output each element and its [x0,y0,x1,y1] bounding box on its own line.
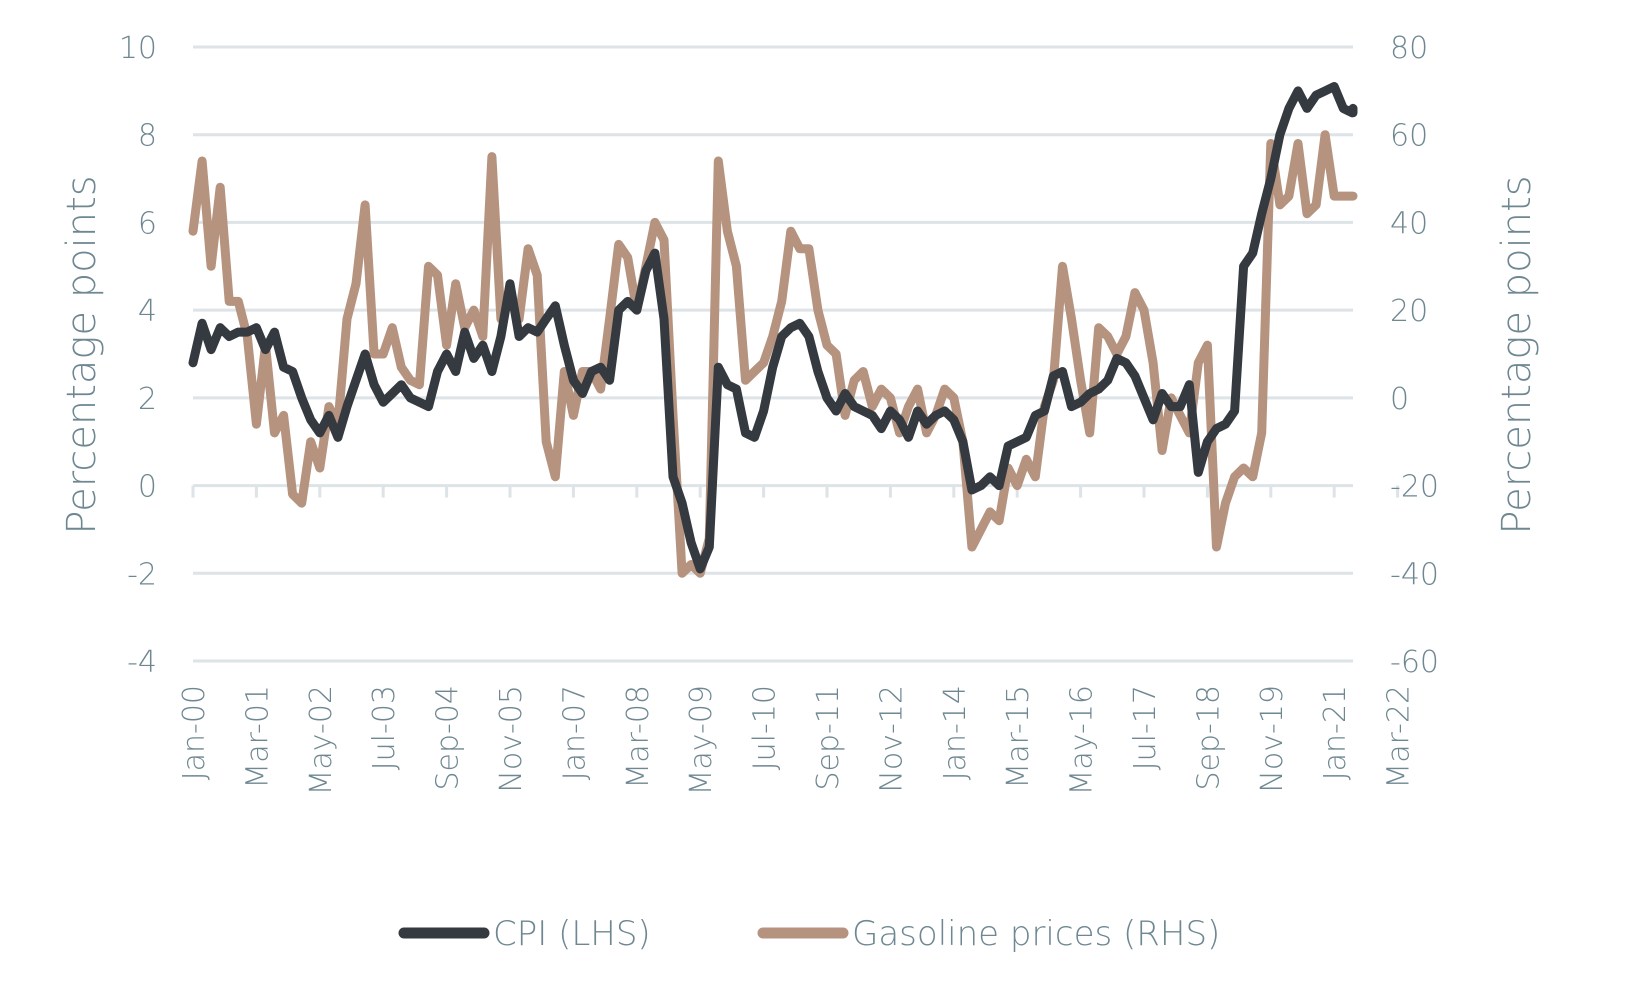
right-axis-tick-label: 0 [1390,382,1409,417]
right-axis-tick-label: 20 [1390,294,1428,329]
x-axis-tick-label: Sep-11 [811,685,846,791]
gasoline-prices-line [188,130,1358,578]
left-axis-tick-label: 4 [138,294,157,329]
x-axis-tick-label: May-16 [1065,685,1100,796]
x-axis-tick-label: Jan-21 [1318,685,1353,780]
plot-lines [188,82,1358,578]
x-axis-tick-label: Sep-04 [431,685,466,791]
legend: CPI (LHS) Gasoline prices (RHS) [398,914,1220,954]
left-axis-title: Percentage points [59,175,105,534]
x-axis-tick-label: Jan-07 [557,685,592,780]
x-axis-tick-label: Mar-08 [621,685,656,789]
right-axis-tick-labels: 80 60 40 20 0 -20 -40 -60 [1390,31,1439,680]
x-axis-tick-label: Jul-17 [1128,685,1163,770]
x-axis-tick-label: Jan-14 [938,685,973,780]
left-axis-tick-label: 6 [138,206,157,241]
right-axis-tick-label: 80 [1390,31,1428,66]
x-axis-tick-label: May-02 [304,685,339,796]
right-axis-tick-label: -60 [1390,645,1439,680]
x-axis-tick-label: Nov-12 [874,685,909,793]
left-axis-tick-label: -4 [127,645,157,680]
x-axis-tick-label: Mar-15 [1001,685,1036,789]
left-axis-tick-labels: 10 8 6 4 2 0 -2 -4 [119,31,157,680]
left-axis-tick-label: 10 [119,31,157,66]
right-axis-title: Percentage points [1494,175,1540,534]
legend-label-gasoline: Gasoline prices (RHS) [852,914,1220,954]
legend-label-cpi: CPI (LHS) [493,914,651,954]
x-axis-tick-labels: Jan-00 Mar-01 May-02 Jul-03 Sep-04 Nov-05 Jan-… [177,685,1417,796]
left-axis-tick-label: 0 [138,470,157,505]
legend-item-gasoline: Gasoline prices (RHS) [757,914,1220,954]
x-axis-tick-label: Jan-00 [177,685,212,780]
left-axis-tick-label: -2 [127,557,157,592]
left-axis-tick-label: 2 [138,382,157,417]
x-axis-tick-label: Nov-19 [1255,685,1290,793]
legend-item-cpi: CPI (LHS) [398,914,651,954]
x-axis-tick-label: Mar-22 [1382,685,1417,789]
right-axis-tick-label: -40 [1390,557,1439,592]
x-axis-tick-label: Jul-03 [367,685,402,770]
right-axis-tick-label: 60 [1390,119,1428,154]
x-axis-tick-label: Jul-10 [748,685,783,770]
right-axis-tick-label: -20 [1390,470,1439,505]
x-axis-tick-label: Sep-18 [1191,685,1226,791]
x-axis-tick-label: Mar-01 [240,685,275,789]
x-axis-ticks [191,485,1400,498]
right-axis-tick-label: 40 [1390,206,1428,241]
x-axis-tick-label: Nov-05 [494,685,529,793]
x-axis-tick-label: May-09 [684,685,719,796]
left-axis-tick-label: 8 [138,119,157,154]
cpi-line [188,82,1358,574]
